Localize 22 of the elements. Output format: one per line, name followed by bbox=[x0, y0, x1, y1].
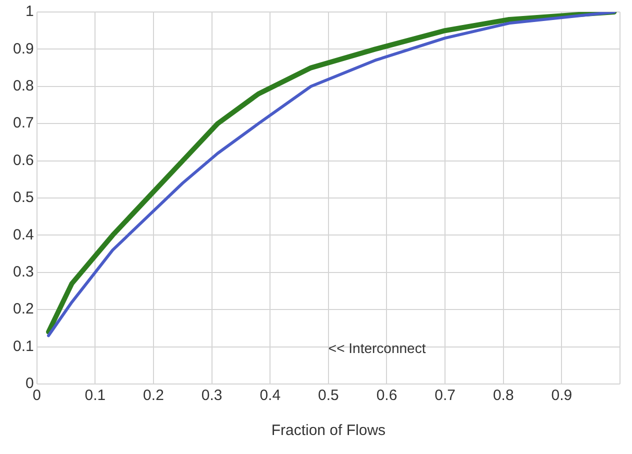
annotation: << Interconnect bbox=[328, 340, 426, 356]
x-tick-label: 0.9 bbox=[551, 387, 572, 404]
x-tick-label: 0.6 bbox=[376, 387, 398, 404]
x-tick-label: 0.7 bbox=[434, 387, 456, 404]
x-tick-label: 0.1 bbox=[84, 387, 106, 404]
y-tick-label: 0.4 bbox=[12, 226, 34, 244]
x-axis-title: Fraction of Flows bbox=[271, 422, 386, 440]
y-tick-label: 0.9 bbox=[12, 40, 34, 58]
y-tick-label: 1 bbox=[26, 3, 34, 20]
y-tick-label: 0 bbox=[26, 375, 34, 392]
y-tick-label: 0.5 bbox=[12, 189, 34, 206]
y-tick-label: 0.1 bbox=[12, 338, 34, 355]
y-tick-label: 0.3 bbox=[12, 264, 34, 281]
x-tick-label: 0.2 bbox=[143, 387, 164, 404]
y-tick-label: 0.6 bbox=[12, 152, 34, 169]
y-tick-label: 0.2 bbox=[12, 300, 34, 318]
y-tick-label: 0.7 bbox=[12, 114, 34, 132]
y-tick-label: 0.8 bbox=[12, 78, 34, 95]
x-tick-label: 0.3 bbox=[201, 387, 222, 404]
x-tick-label: 0.8 bbox=[492, 387, 514, 404]
x-tick-label: 0.5 bbox=[318, 387, 339, 404]
x-tick-label: 0.4 bbox=[260, 387, 281, 404]
